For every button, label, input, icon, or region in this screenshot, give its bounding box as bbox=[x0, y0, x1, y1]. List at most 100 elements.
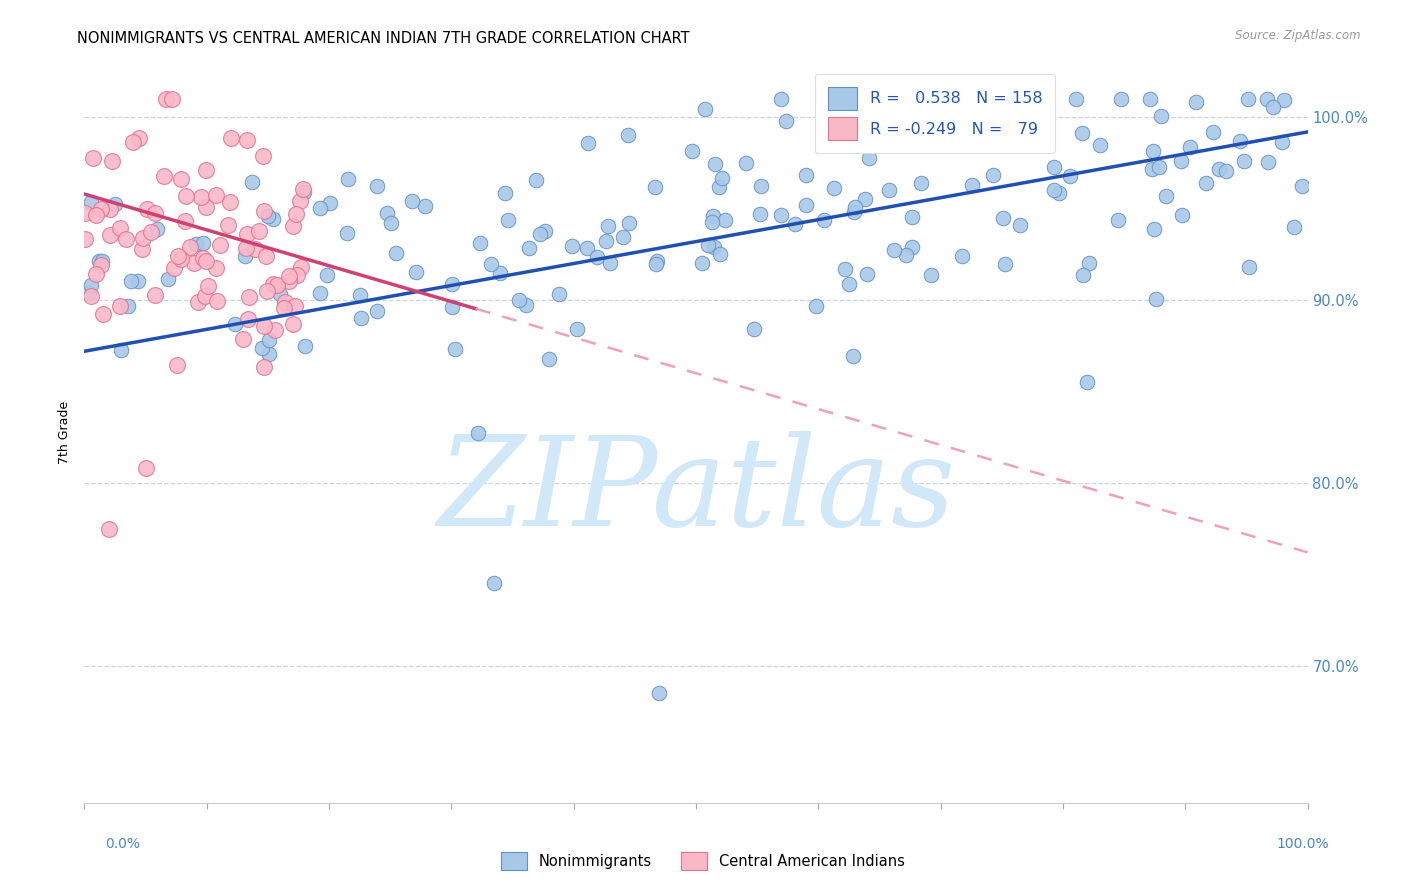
Point bbox=[269, 286, 291, 301]
Point bbox=[695, 102, 717, 116]
Point bbox=[690, 256, 713, 270]
Point bbox=[599, 256, 621, 270]
Text: NONIMMIGRANTS VS CENTRAL AMERICAN INDIAN 7TH GRADE CORRELATION CHART: NONIMMIGRANTS VS CENTRAL AMERICAN INDIAN… bbox=[77, 31, 690, 46]
Point bbox=[290, 260, 312, 274]
Point bbox=[207, 294, 229, 309]
Point bbox=[981, 168, 1004, 182]
Point bbox=[1170, 154, 1192, 169]
Point bbox=[1022, 92, 1045, 106]
Text: 0.0%: 0.0% bbox=[105, 837, 141, 851]
Point bbox=[252, 319, 274, 334]
Point bbox=[375, 206, 398, 220]
Point bbox=[98, 202, 121, 216]
Point bbox=[1070, 126, 1092, 140]
Point bbox=[1291, 179, 1313, 194]
Point bbox=[284, 299, 307, 313]
Point bbox=[236, 133, 259, 147]
Text: ZIPatlas: ZIPatlas bbox=[437, 431, 955, 553]
Point bbox=[709, 247, 731, 261]
Point bbox=[576, 241, 599, 255]
Point bbox=[252, 148, 274, 162]
Point bbox=[266, 278, 288, 293]
Point bbox=[194, 163, 217, 178]
Point bbox=[273, 301, 295, 315]
Point bbox=[240, 175, 263, 189]
Point bbox=[1088, 137, 1111, 152]
Point bbox=[294, 339, 316, 353]
Point bbox=[366, 303, 388, 318]
Point bbox=[187, 295, 209, 310]
Point bbox=[681, 144, 703, 158]
Point bbox=[155, 92, 177, 106]
Point bbox=[253, 204, 276, 219]
Point bbox=[1144, 293, 1167, 307]
Point bbox=[529, 227, 551, 241]
Point bbox=[84, 267, 107, 281]
Point bbox=[263, 323, 285, 337]
Point bbox=[157, 272, 180, 286]
Point bbox=[208, 238, 231, 252]
Point bbox=[235, 227, 257, 241]
Point bbox=[285, 268, 308, 282]
Point bbox=[152, 169, 174, 184]
Point bbox=[709, 180, 731, 194]
Point bbox=[183, 255, 205, 269]
Point bbox=[90, 254, 112, 268]
Point bbox=[585, 251, 607, 265]
Point bbox=[440, 301, 463, 315]
Point bbox=[336, 171, 359, 186]
Point bbox=[1195, 176, 1218, 190]
Text: Source: ZipAtlas.com: Source: ZipAtlas.com bbox=[1236, 29, 1361, 42]
Point bbox=[197, 278, 219, 293]
Point bbox=[191, 251, 214, 265]
Point bbox=[612, 230, 634, 244]
Point bbox=[136, 202, 159, 216]
Point bbox=[143, 288, 166, 302]
Point bbox=[162, 92, 184, 106]
Point bbox=[1185, 95, 1208, 109]
Point bbox=[645, 253, 668, 268]
Point bbox=[595, 234, 617, 248]
Point bbox=[1150, 109, 1173, 123]
Point bbox=[380, 215, 402, 229]
Point bbox=[1142, 144, 1164, 158]
Point bbox=[247, 223, 270, 237]
Point bbox=[262, 277, 284, 291]
Point bbox=[195, 254, 218, 268]
Point bbox=[254, 249, 277, 263]
Point bbox=[252, 359, 274, 374]
Point bbox=[468, 236, 491, 251]
Point bbox=[80, 277, 103, 292]
Point bbox=[139, 225, 162, 239]
Point bbox=[1010, 218, 1032, 232]
Point bbox=[316, 268, 339, 282]
Point bbox=[842, 349, 865, 363]
Point bbox=[219, 131, 242, 145]
Point bbox=[127, 274, 149, 288]
Point bbox=[794, 198, 817, 212]
Point bbox=[191, 235, 214, 250]
Point bbox=[1229, 134, 1251, 148]
Point bbox=[86, 208, 108, 222]
Point bbox=[1077, 256, 1099, 270]
Point bbox=[770, 92, 793, 106]
Point bbox=[440, 277, 463, 292]
Point bbox=[1233, 154, 1256, 169]
Point bbox=[1178, 140, 1201, 154]
Point bbox=[508, 293, 530, 307]
Point bbox=[547, 286, 569, 301]
Point bbox=[517, 241, 540, 255]
Point bbox=[1109, 92, 1132, 106]
Point bbox=[413, 198, 436, 212]
Point bbox=[775, 113, 797, 128]
Point bbox=[960, 178, 983, 193]
Point bbox=[120, 274, 142, 288]
Point bbox=[560, 239, 582, 253]
Point bbox=[135, 461, 157, 475]
Point bbox=[90, 258, 112, 272]
Point bbox=[1236, 92, 1258, 106]
Point bbox=[1142, 222, 1164, 236]
Point bbox=[173, 214, 195, 228]
Point bbox=[644, 180, 666, 194]
Point bbox=[73, 205, 96, 219]
